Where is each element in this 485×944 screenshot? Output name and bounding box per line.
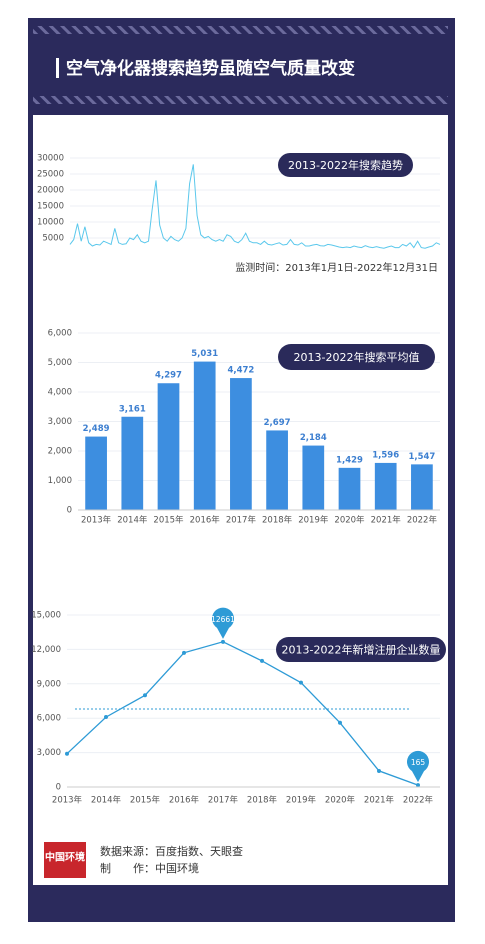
point — [143, 693, 147, 698]
x-tick-label: 2016年 — [190, 515, 221, 526]
y-tick-label: 10000 — [37, 218, 64, 228]
line — [69, 164, 441, 249]
x-tick-label: 2021年 — [364, 795, 395, 806]
logo: 中国环境 — [45, 850, 85, 863]
y-tick-label: 6,000 — [37, 714, 61, 724]
x-tick-label: 2017年 — [208, 795, 239, 806]
x-tick-label: 2017年 — [226, 515, 257, 526]
point — [260, 658, 264, 663]
x-tick-label: 2020年 — [325, 795, 356, 806]
value-label: 4,297 — [155, 371, 182, 381]
point — [299, 680, 303, 685]
y-tick-label: 15,000 — [31, 611, 61, 621]
x-tick-label: 2018年 — [262, 515, 293, 526]
x-tick-label: 2015年 — [153, 515, 184, 526]
point — [377, 768, 381, 773]
value-label: 5,031 — [191, 349, 218, 359]
value-label: 2,489 — [83, 424, 110, 434]
chart-subtitle: 监测时间：2013年1月1日-2022年12月31日 — [235, 261, 438, 274]
x-tick-label: 2014年 — [91, 795, 122, 806]
x-tick-label: 2020年 — [334, 515, 365, 526]
x-tick-label: 2015年 — [130, 795, 161, 806]
y-tick-label: 25000 — [37, 170, 64, 180]
title-pill — [276, 637, 446, 662]
stripe — [33, 26, 448, 34]
logo-box — [44, 842, 86, 878]
y-tick-label: 20000 — [37, 186, 64, 196]
y-tick-label: 9,000 — [37, 679, 61, 689]
maker: 制 作：中国环境 — [100, 861, 199, 875]
y-tick-label: 6,000 — [48, 329, 72, 339]
y-tick-label: 5000 — [42, 234, 64, 244]
title-bar — [56, 58, 59, 78]
title-pill — [278, 153, 413, 177]
y-tick-label: 3,000 — [37, 748, 61, 758]
label-pin — [212, 607, 234, 639]
point — [338, 720, 342, 725]
y-tick-label: 2,000 — [48, 447, 72, 457]
x-tick-label: 2016年 — [169, 795, 200, 806]
bar — [302, 445, 325, 510]
stripe — [33, 96, 448, 104]
bar — [121, 416, 144, 510]
value-label: 2,184 — [300, 433, 327, 443]
x-tick-label: 2018年 — [247, 795, 278, 806]
value-label: 165 — [411, 758, 426, 767]
point — [416, 783, 420, 788]
value-label: 3,161 — [119, 404, 146, 414]
bar — [411, 464, 433, 510]
point — [221, 639, 225, 644]
value-label: 2,697 — [264, 418, 291, 428]
title-pill — [278, 344, 435, 370]
y-tick-label: 0 — [67, 506, 72, 516]
y-tick-label: 1,000 — [48, 476, 72, 486]
bar — [193, 361, 216, 510]
value-label: 4,472 — [227, 366, 254, 376]
point — [182, 650, 186, 655]
y-tick-label: 0 — [56, 783, 61, 793]
bar — [85, 436, 107, 510]
y-tick-label: 30000 — [37, 154, 64, 164]
y-tick-label: 12,000 — [31, 645, 61, 655]
point — [65, 751, 69, 756]
bar — [374, 462, 397, 510]
value-label: 1,547 — [408, 452, 435, 462]
line — [66, 641, 419, 786]
page-title: 空气净化器搜索趋势虽随空气质量改变 — [66, 58, 355, 79]
chart-title: 2013-2022年搜索平均值 — [294, 350, 420, 364]
bar — [338, 467, 361, 510]
x-tick-label: 2019年 — [298, 515, 329, 526]
x-tick-label: 2013年 — [81, 515, 112, 526]
y-tick-label: 4,000 — [48, 388, 72, 398]
bar — [230, 378, 252, 510]
x-tick-label: 2022年 — [407, 515, 438, 526]
value-label: 1,429 — [336, 455, 363, 465]
y-tick-label: 15000 — [37, 202, 64, 212]
x-tick-label: 2022年 — [403, 795, 434, 806]
x-tick-label: 2021年 — [371, 515, 402, 526]
x-tick-label: 2019年 — [286, 795, 317, 806]
point — [104, 715, 108, 720]
label-pin — [407, 750, 429, 783]
source: 数据来源：百度指数、天眼查 — [100, 844, 243, 858]
value-label: 12661 — [211, 615, 235, 624]
chart-title: 2013-2022年搜索趋势 — [288, 158, 403, 172]
chart-title: 2013-2022年新增注册企业数量 — [282, 643, 441, 657]
y-tick-label: 5,000 — [48, 358, 72, 368]
y-tick-label: 3,000 — [48, 417, 72, 427]
bar — [266, 430, 288, 510]
bar — [157, 383, 180, 510]
x-tick-label: 2014年 — [117, 515, 148, 526]
x-tick-label: 2013年 — [52, 795, 83, 806]
value-label: 1,596 — [372, 450, 399, 460]
